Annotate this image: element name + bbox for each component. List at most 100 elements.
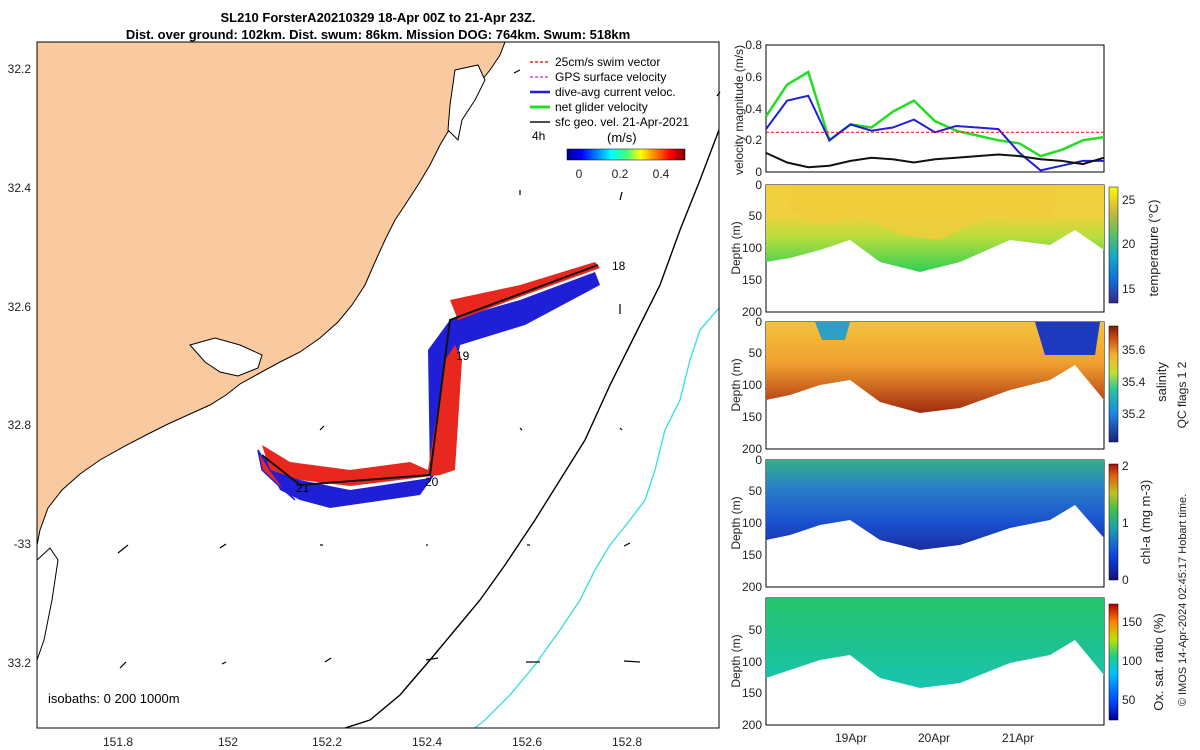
oxygen-colorbar	[1108, 603, 1119, 721]
temp-cb-tick: 15	[1122, 282, 1136, 296]
velocity-line-sfc-geo-vel-21-apr-2021	[765, 151, 1105, 169]
salinity-cb-label: salinity	[1154, 362, 1169, 402]
isobath-1000	[474, 307, 719, 728]
lat-tick: 32.8	[8, 418, 32, 432]
temp-ytick: 50	[749, 209, 763, 223]
geo-vel-arrows	[117, 69, 721, 669]
lat-tick: -33	[14, 537, 32, 551]
chl-ytick: 150	[742, 548, 762, 562]
glider-track	[261, 264, 599, 487]
time-tick-21apr: 21Apr	[1002, 731, 1034, 745]
salinity-panel: 0 50 100 150 200 Depth (m) 35.6 35.4 35.…	[729, 315, 1169, 456]
temp-cb-tick: 20	[1122, 237, 1136, 251]
velocity-ylabel: velocity magnitude (m/s)	[732, 45, 746, 175]
chla-cb-label: chl-a (mg m-3)	[1138, 480, 1153, 565]
title-line-2: Dist. over ground: 102km. Dist. swum: 86…	[126, 27, 630, 42]
isobath-200	[344, 129, 719, 728]
chla-colorbar	[1108, 463, 1119, 581]
ox-ytick: 100	[742, 655, 762, 669]
temperature-warm-core	[790, 185, 1060, 240]
velocity-line-net-glider-velocity	[764, 70, 1105, 158]
track-label-20: 20	[425, 475, 439, 489]
current-vector-ribbon	[262, 272, 600, 508]
lat-tick: 32.6	[8, 300, 32, 314]
sal-cb-tick: 35.2	[1122, 407, 1146, 421]
temp-ytick: 0	[755, 178, 762, 192]
map-lon-ticks: 151.8 152 152.2 152.4 152.6 152.8	[103, 735, 642, 749]
salinity-fresh-patch-2	[1035, 322, 1100, 355]
temp-ytick: 100	[742, 241, 762, 255]
vel-ytick: 0.8	[745, 38, 762, 52]
ox-ytick: 50	[749, 623, 763, 637]
chl-cb-tick: 1	[1122, 516, 1129, 530]
ox-cb-tick: 100	[1122, 654, 1142, 668]
chla-ylabel: Depth (m)	[729, 496, 743, 549]
lon-tick: 152.2	[312, 735, 342, 749]
chl-ytick: 200	[742, 580, 762, 594]
sal-ytick: 100	[742, 378, 762, 392]
oxygen-ylabel: Depth (m)	[729, 634, 743, 687]
speed-cb-tick-1: 0.2	[612, 167, 629, 181]
speed-cb-tick-0: 0	[576, 167, 583, 181]
temp-cb-tick: 25	[1122, 193, 1136, 207]
temp-ytick: 200	[742, 305, 762, 319]
chla-panel: 0 50 100 150 200 Depth (m) 2 1 0 chl-a (…	[729, 453, 1153, 594]
qc-flags-label: QC flags 1 2	[1175, 361, 1189, 428]
oxygen-cb-label: Ox. sat. ratio (%)	[1151, 613, 1166, 711]
isobaths-label: isobaths: 0 200 1000m	[48, 691, 180, 706]
coast-inlet-south	[37, 547, 59, 661]
speed-cb-tick-2: 0.4	[653, 167, 670, 181]
vel-ytick: 0.4	[745, 102, 762, 116]
lon-tick: 152.6	[512, 735, 542, 749]
estuary	[447, 64, 486, 142]
track-label-19: 19	[456, 349, 470, 363]
time-tick-20apr: 20Apr	[918, 731, 950, 745]
vel-ytick: 0.6	[745, 70, 762, 84]
sal-ytick: 0	[755, 315, 762, 329]
lon-tick: 152.8	[612, 735, 642, 749]
map-lat-ticks: 32.2 32.4 32.6 32.8 -33 33.2	[8, 62, 32, 670]
sal-cb-tick: 35.6	[1122, 343, 1146, 357]
salinity-fresh-patch-1	[815, 322, 850, 340]
legend-dive-avg: dive-avg current veloc.	[555, 85, 676, 99]
map-frame	[36, 41, 720, 729]
lat-tick: 32.2	[8, 62, 32, 76]
imos-footer: © IMOS 14-Apr-2024 02:45:17 Hobart time.	[1177, 494, 1189, 706]
legend-swim-vector: 25cm/s swim vector	[555, 55, 660, 69]
map-legend: 25cm/s swim vector GPS surface velocity …	[530, 55, 689, 181]
title-line-1: SL210 ForsterA20210329 18-Apr 00Z to 21-…	[220, 10, 535, 25]
track-label-18: 18	[612, 259, 626, 273]
track-label-21: 21	[296, 481, 310, 495]
salinity-field	[766, 322, 1104, 413]
ox-ytick: 200	[742, 718, 762, 732]
lon-tick: 151.8	[103, 735, 133, 749]
legend-net-velocity: net glider velocity	[555, 100, 648, 114]
legend-4h: 4h	[532, 129, 545, 143]
legend-sfc-geo: sfc geo. vel. 21-Apr-2021	[555, 115, 689, 129]
vel-ytick: 0	[755, 165, 762, 179]
legend-gps-velocity: GPS surface velocity	[555, 70, 666, 84]
velocity-panel: 0 0.2 0.4 0.6 0.8 velocity magnitude (m/…	[732, 38, 1105, 179]
oxygen-panel: 50 100 150 200 Depth (m) 150 100 50 Ox. …	[729, 597, 1166, 732]
lake-inlet	[189, 337, 263, 377]
sal-ytick: 200	[742, 442, 762, 456]
salinity-ylabel: Depth (m)	[729, 358, 743, 411]
velocity-series-group	[764, 70, 1105, 172]
speed-colorbar	[566, 148, 686, 161]
chl-ytick: 0	[755, 453, 762, 467]
track-start-swirl	[257, 449, 296, 501]
temperature-colorbar	[1108, 186, 1119, 304]
ox-cb-tick: 50	[1122, 693, 1136, 707]
ox-cb-tick: 150	[1122, 615, 1142, 629]
colorbar-unit: (m/s)	[607, 130, 637, 145]
chl-ytick: 100	[742, 516, 762, 530]
lat-tick: 33.2	[8, 656, 32, 670]
chl-cb-tick: 0	[1122, 573, 1129, 587]
chla-field	[766, 460, 1104, 550]
lon-tick: 152.4	[412, 735, 442, 749]
chl-cb-tick: 2	[1122, 459, 1129, 473]
lon-tick: 152	[218, 735, 238, 749]
time-tick-19apr: 19Apr	[835, 731, 867, 745]
temperature-ylabel: Depth (m)	[729, 221, 743, 274]
vel-ytick: 0.2	[745, 133, 762, 147]
